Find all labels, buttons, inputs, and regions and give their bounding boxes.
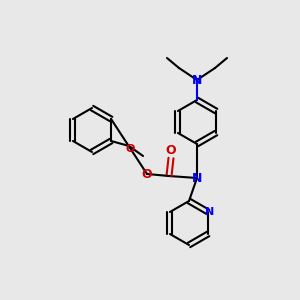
Text: N: N	[192, 74, 202, 86]
Text: O: O	[166, 143, 176, 157]
Text: N: N	[192, 172, 202, 184]
Text: N: N	[206, 207, 215, 217]
Text: O: O	[125, 144, 135, 154]
Text: O: O	[142, 167, 152, 181]
